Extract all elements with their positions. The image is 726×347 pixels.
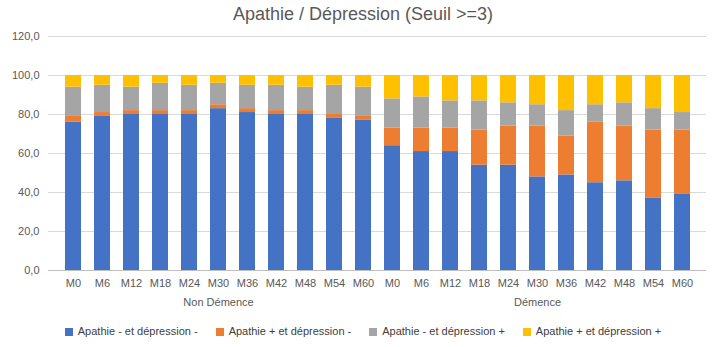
- svg-text:M54: M54: [324, 277, 345, 289]
- svg-text:M42: M42: [585, 277, 606, 289]
- svg-text:M24: M24: [179, 277, 200, 289]
- svg-text:M36: M36: [237, 277, 258, 289]
- svg-text:M12: M12: [440, 277, 461, 289]
- svg-text:M0: M0: [385, 277, 400, 289]
- svg-text:M54: M54: [643, 277, 664, 289]
- svg-text:Non Démence: Non Démence: [183, 296, 253, 308]
- svg-text:M42: M42: [266, 277, 287, 289]
- svg-text:M18: M18: [469, 277, 490, 289]
- svg-text:M30: M30: [527, 277, 548, 289]
- svg-text:M6: M6: [414, 277, 429, 289]
- svg-text:Démence: Démence: [514, 296, 561, 308]
- svg-text:M0: M0: [66, 277, 81, 289]
- svg-text:100,0: 100,0: [12, 69, 40, 81]
- svg-text:M60: M60: [353, 277, 374, 289]
- svg-text:60,0: 60,0: [18, 147, 39, 159]
- svg-text:M48: M48: [614, 277, 635, 289]
- svg-text:120,0: 120,0: [12, 30, 40, 42]
- svg-text:M36: M36: [556, 277, 577, 289]
- html-text:Apathie + et dépression -: Apathie + et dépression -: [228, 325, 352, 337]
- svg-text:M48: M48: [295, 277, 316, 289]
- html-text:Apathie - et dépression -: Apathie - et dépression -: [77, 325, 198, 337]
- html-text:Apathie / Dépression (Seuil >=: Apathie / Dépression (Seuil >=3): [232, 4, 494, 24]
- svg-text:0,0: 0,0: [24, 264, 39, 276]
- svg-text:20,0: 20,0: [18, 225, 39, 237]
- svg-text:M6: M6: [95, 277, 110, 289]
- svg-text:M24: M24: [498, 277, 519, 289]
- svg-text:40,0: 40,0: [18, 186, 39, 198]
- html-text:Apathie - et dépression +: Apathie - et dépression +: [382, 325, 505, 337]
- html-text:Apathie + et dépression +: Apathie + et dépression +: [535, 325, 662, 337]
- svg-text:M30: M30: [208, 277, 229, 289]
- svg-text:M18: M18: [150, 277, 171, 289]
- svg-text:M60: M60: [672, 277, 693, 289]
- svg-text:80,0: 80,0: [18, 108, 39, 120]
- svg-text:M12: M12: [121, 277, 142, 289]
